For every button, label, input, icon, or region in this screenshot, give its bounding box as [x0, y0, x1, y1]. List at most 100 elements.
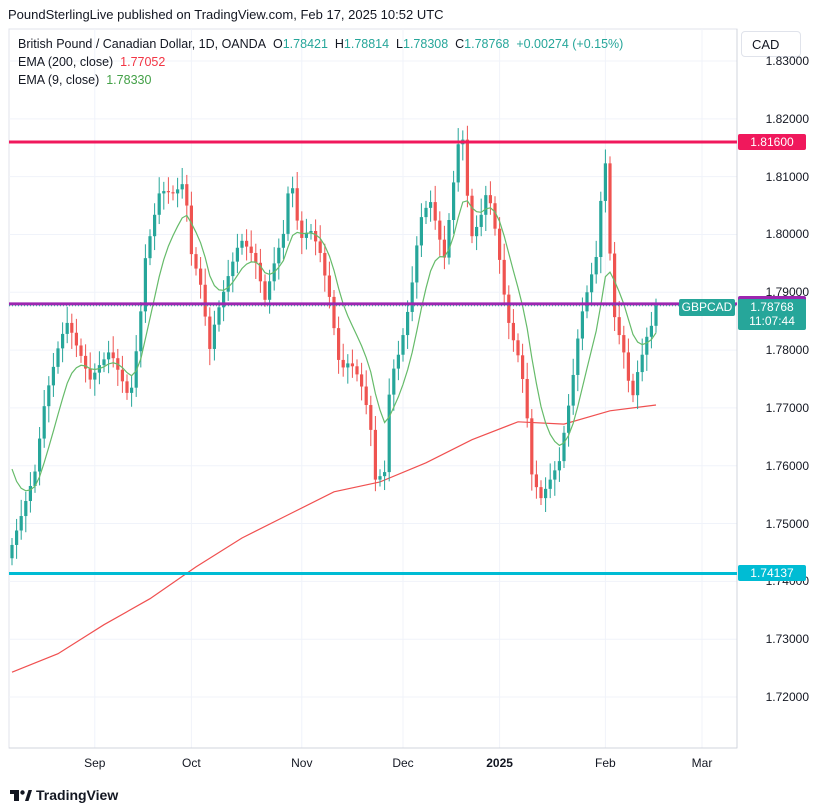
candle-body — [263, 281, 267, 300]
resistance-level-tag: 1.81600 — [738, 133, 806, 150]
candle-body — [185, 184, 189, 206]
y-tick-label: 1.83000 — [765, 54, 809, 68]
candle-body — [576, 338, 580, 375]
candle-body — [300, 220, 304, 238]
candle-body — [47, 385, 51, 407]
candle-body — [10, 544, 14, 559]
candle-body — [350, 363, 354, 367]
candle-body — [84, 355, 88, 369]
candle-body — [295, 188, 299, 221]
candle-body — [511, 322, 515, 341]
candle-body — [484, 195, 488, 215]
x-tick-label: Oct — [182, 756, 201, 770]
y-tick-label: 1.75000 — [765, 516, 809, 531]
symbol-title: British Pound / Canadian Dollar, 1D, OAN… — [18, 37, 267, 51]
candle-body — [571, 374, 575, 406]
candle-body — [341, 359, 345, 368]
legend-ema200-row[interactable]: EMA (200, close) 1.77052 — [18, 53, 623, 71]
candle-body — [580, 311, 584, 339]
close-value: 1.78768 — [464, 37, 510, 51]
candle-body — [42, 406, 46, 439]
candle-body — [231, 261, 235, 277]
candle-body — [166, 191, 170, 193]
ema9-value: 1.78330 — [106, 73, 152, 87]
candle-body — [442, 239, 446, 258]
candle-body — [649, 325, 653, 337]
ema200-line — [11, 404, 657, 673]
candle-body — [599, 200, 603, 258]
last-price: 1.78768 — [750, 300, 794, 314]
candle-body — [447, 220, 451, 258]
candle-body — [608, 163, 612, 254]
x-tick-label: Nov — [291, 756, 313, 770]
candle-body — [217, 307, 221, 325]
x-tick-label: Sep — [84, 756, 106, 770]
candle-body — [28, 485, 32, 502]
candle-body — [19, 516, 23, 531]
candle-body — [488, 195, 492, 204]
change-value: +0.00274 (+0.15%) — [516, 37, 624, 51]
candle-body — [410, 282, 414, 312]
candle-body — [603, 163, 607, 201]
candle-body — [240, 240, 244, 248]
candle-body — [364, 386, 368, 406]
candle-body — [286, 193, 290, 234]
candle-body — [107, 352, 111, 360]
candle-body — [534, 474, 538, 488]
last-price-tag: 1.78768 11:07:44 — [738, 299, 806, 330]
ema9-label: EMA (9, close) — [18, 73, 100, 87]
candle-body — [153, 214, 157, 237]
tradingview-logo[interactable]: TradingView — [10, 787, 118, 803]
candle-body — [654, 305, 658, 326]
candle-body — [553, 470, 557, 480]
candle-body — [415, 245, 419, 283]
candle-body — [392, 368, 396, 395]
candle-body — [332, 296, 336, 329]
candle-body — [277, 247, 281, 264]
candle-body — [530, 418, 534, 475]
published-caption: PoundSterlingLive published on TradingVi… — [8, 7, 444, 22]
candle-body — [268, 281, 272, 300]
candle-body — [406, 311, 410, 336]
candle-body — [396, 354, 400, 369]
candle-body — [33, 471, 37, 486]
candle-body — [79, 345, 83, 356]
candle-body — [502, 259, 506, 295]
candle-body — [176, 189, 180, 194]
y-tick-label: 1.81000 — [765, 169, 809, 184]
y-tick-label: 1.82000 — [765, 111, 809, 126]
low-value: 1.78308 — [403, 37, 449, 51]
candle-body — [369, 405, 373, 430]
candle-body — [585, 292, 589, 312]
candle-body — [337, 328, 341, 360]
candle-body — [387, 394, 391, 473]
support-level-tag: 1.74137 — [738, 565, 806, 582]
candle-body — [38, 438, 42, 472]
candle-body — [254, 252, 258, 263]
candle-body — [498, 228, 502, 260]
candle-body — [456, 144, 460, 183]
candle-body — [539, 487, 543, 499]
candle-body — [470, 195, 474, 237]
candle-body — [544, 488, 548, 499]
candle-body — [189, 205, 193, 255]
candle-body — [139, 311, 143, 352]
candle-body — [74, 332, 78, 346]
candle-body — [617, 317, 621, 336]
candle-body — [548, 479, 552, 489]
candle-body — [180, 184, 184, 190]
currency-button[interactable]: CAD — [741, 31, 801, 57]
candle-body — [645, 336, 649, 355]
candle-body — [102, 359, 106, 366]
candle-body — [226, 276, 230, 292]
candle-body — [245, 240, 249, 247]
candle-body — [258, 262, 262, 282]
legend-ema9-row[interactable]: EMA (9, close) 1.78330 — [18, 71, 623, 89]
y-tick-label: 1.72000 — [765, 690, 809, 705]
y-tick-label: 1.80000 — [765, 227, 809, 242]
x-tick-label: Dec — [392, 756, 414, 770]
candle-body — [631, 380, 635, 396]
candle-body — [304, 232, 308, 238]
candle-body — [171, 192, 175, 194]
